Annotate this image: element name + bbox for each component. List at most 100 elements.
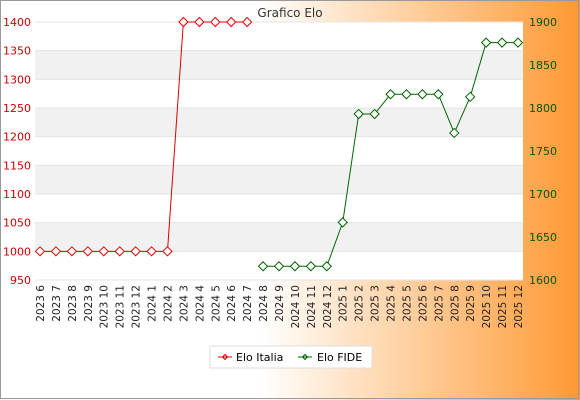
data-point-elo-italia <box>66 246 78 257</box>
x-tick-label: 2024 5 <box>210 285 222 322</box>
data-point-elo-fide <box>496 37 508 48</box>
y-left-tick-label: 1200 <box>3 131 31 144</box>
plot-band <box>35 108 523 137</box>
data-point-elo-fide <box>257 261 269 272</box>
x-tick-label: 2024 3 <box>178 285 190 322</box>
plot-band <box>35 50 523 80</box>
plot-band <box>35 165 523 194</box>
data-point-elo-fide <box>417 89 428 100</box>
x-tick-label: 2025 8 <box>449 285 461 322</box>
plot-band <box>35 194 523 223</box>
y-right-axis: 1600 1650 1700 1750 1800 1850 1900 <box>529 16 557 287</box>
x-tick-label: 2025 5 <box>401 285 413 322</box>
y-left-axis: 950 1000 1050 1100 1150 1200 1250 1300 1350 1400 <box>3 16 31 287</box>
x-tick-label: 2025 10 <box>481 285 493 328</box>
data-point-elo-fide <box>369 108 380 120</box>
legend-label-elo-fide: Elo FIDE <box>317 351 362 364</box>
x-tick-label: 2025 4 <box>386 285 398 322</box>
x-tick-label: 2023 7 <box>51 285 63 322</box>
y-left-tick-label: 1000 <box>3 245 31 258</box>
legend-label-elo-italia: Elo Italia <box>236 351 283 364</box>
data-point-elo-italia <box>50 246 62 257</box>
y-right-tick-label: 1650 <box>529 231 557 244</box>
x-tick-label: 2023 10 <box>99 285 111 328</box>
x-tick-label: 2024 7 <box>242 285 254 322</box>
x-tick-label: 2024 1 <box>147 285 159 322</box>
plot-band <box>35 222 523 252</box>
data-point-elo-italia <box>162 246 173 257</box>
plot-band <box>35 79 523 108</box>
y-right-tick-label: 1800 <box>529 102 557 115</box>
x-tick-label: 2023 6 <box>35 285 47 322</box>
data-point-elo-italia <box>82 246 94 257</box>
y-left-tick-label: 1350 <box>3 45 31 58</box>
data-point-elo-fide <box>385 89 396 100</box>
x-tick-label: 2024 10 <box>290 285 302 328</box>
y-right-tick-label: 1900 <box>529 16 557 29</box>
data-point-elo-fide <box>289 261 301 272</box>
x-tick-label: 2024 9 <box>274 285 286 322</box>
x-tick-label: 2025 6 <box>417 285 429 322</box>
data-point-elo-italia <box>130 246 141 257</box>
data-point-elo-fide <box>464 91 476 103</box>
x-tick-label: 2025 1 <box>338 285 350 322</box>
legend-box <box>209 345 373 369</box>
x-tick-label: 2024 11 <box>306 285 318 328</box>
data-point-elo-italia <box>146 246 157 257</box>
x-tick-label: 2023 9 <box>83 285 95 322</box>
x-tick-label: 2025 7 <box>433 285 445 322</box>
data-point-elo-italia <box>241 16 253 28</box>
data-point-elo-fide <box>433 89 444 100</box>
data-point-elo-fide <box>401 89 412 100</box>
y-left-tick-label: 1400 <box>3 16 31 29</box>
data-point-elo-fide <box>512 37 524 48</box>
data-point-elo-fide <box>480 37 492 48</box>
plot-band <box>35 136 523 166</box>
y-left-tick-label: 1050 <box>3 217 31 230</box>
data-point-elo-italia <box>34 246 46 257</box>
y-left-tick-label: 1100 <box>3 188 31 201</box>
data-point-elo-fide <box>449 127 460 139</box>
series-points <box>34 16 524 272</box>
x-tick-label: 2024 4 <box>194 285 206 322</box>
data-point-elo-fide <box>337 217 348 228</box>
data-point-elo-italia <box>178 16 189 28</box>
data-point-elo-italia <box>114 246 125 257</box>
x-tick-label: 2024 8 <box>258 285 270 322</box>
x-tick-label: 2024 2 <box>162 285 174 322</box>
plot-band <box>35 22 523 51</box>
x-tick-label: 2024 12 <box>322 285 334 328</box>
y-right-tick-label: 1850 <box>529 59 557 72</box>
data-point-elo-italia <box>210 16 221 28</box>
x-tick-label: 2025 9 <box>465 285 477 322</box>
data-point-elo-italia <box>98 246 109 257</box>
data-point-elo-italia <box>225 16 237 28</box>
data-point-elo-fide <box>273 261 285 272</box>
y-left-tick-label: 1250 <box>3 102 31 115</box>
x-tick-label: 2023 8 <box>67 285 79 322</box>
y-left-tick-label: 1150 <box>3 159 31 172</box>
y-right-tick-label: 1750 <box>529 145 557 158</box>
x-tick-label: 2025 12 <box>513 285 525 328</box>
y-left-tick-label: 1300 <box>3 73 31 86</box>
data-point-elo-italia <box>194 16 205 28</box>
x-tick-label: 2025 2 <box>354 285 366 322</box>
legend-marker-elo-fide <box>301 353 309 361</box>
data-point-elo-fide <box>353 108 364 120</box>
x-tick-label: 2024 6 <box>226 285 238 322</box>
x-tick-label: 2023 11 <box>115 285 127 328</box>
plot-bands <box>35 21 523 281</box>
legend: Elo Italia Elo FIDE <box>209 345 373 369</box>
x-axis: 2023 6 2023 7 2023 8 2023 9 2023 10 2023 11 20… <box>35 285 525 329</box>
data-point-elo-fide <box>305 261 317 272</box>
x-tick-label: 2023 12 <box>131 285 143 328</box>
y-right-tick-label: 1600 <box>529 274 557 287</box>
x-tick-label: 2025 11 <box>497 285 509 328</box>
data-point-elo-fide <box>321 261 333 272</box>
legend-marker-elo-italia <box>221 353 229 361</box>
y-left-tick-label: 950 <box>10 274 31 287</box>
x-tick-label: 2025 3 <box>370 285 382 322</box>
chart-title: Grafico Elo <box>257 6 322 20</box>
